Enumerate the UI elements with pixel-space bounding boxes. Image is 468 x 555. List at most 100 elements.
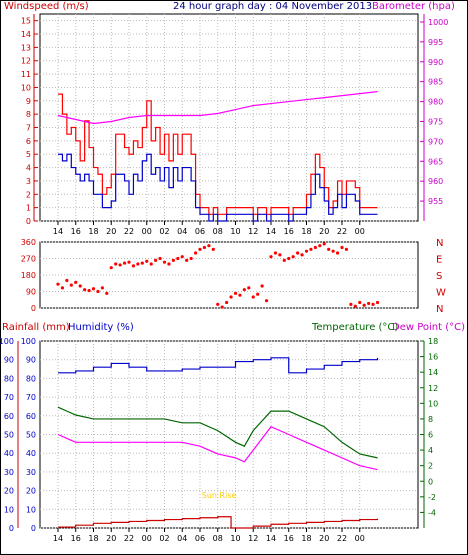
direction-point bbox=[344, 247, 349, 251]
direction-point bbox=[278, 253, 282, 257]
direction-point bbox=[96, 289, 100, 294]
barometer-tick-label: 995 bbox=[428, 38, 443, 47]
direction-point bbox=[282, 258, 286, 262]
wind-plot-area bbox=[39, 13, 419, 222]
temperature-tick-label: 4 bbox=[428, 446, 433, 455]
wind-tick-label: 8 bbox=[26, 110, 31, 119]
humidity-tick-label: 0 bbox=[31, 524, 36, 533]
x-tick-label: 08 bbox=[213, 227, 223, 236]
x-tick-label: 12 bbox=[248, 534, 258, 543]
x-tick-label: 10 bbox=[230, 534, 240, 543]
x-tick-label: 12 bbox=[248, 227, 258, 236]
rainfall-tick-label: 80 bbox=[4, 374, 14, 383]
x-tick-label: 08 bbox=[213, 534, 223, 543]
x-tick-label: 18 bbox=[88, 534, 98, 543]
direction-point bbox=[216, 302, 220, 306]
direction-point bbox=[162, 260, 167, 264]
x-tick-label: 18 bbox=[301, 534, 311, 543]
temperature-tick-label: 14 bbox=[428, 368, 438, 377]
x-tick-label: 06 bbox=[195, 534, 205, 543]
direction-point bbox=[331, 249, 335, 253]
x-tick-label: 00 bbox=[355, 534, 365, 543]
direction-point bbox=[189, 256, 193, 261]
direction-point bbox=[327, 247, 331, 251]
x-tick-label: 14 bbox=[266, 227, 276, 236]
x-tick-label: 22 bbox=[337, 534, 347, 543]
barometer-axis-title: Barometer (hpa) bbox=[372, 1, 455, 12]
wind-panel: 0123456789101112131415955960965970975980… bbox=[21, 13, 448, 236]
x-tick-label: 20 bbox=[106, 534, 116, 543]
direction-point bbox=[264, 299, 269, 303]
direction-point bbox=[358, 300, 362, 305]
rainfall-tick-label: 40 bbox=[4, 449, 14, 458]
temperature-tick-label: 0 bbox=[428, 477, 433, 486]
barometer-series bbox=[57, 91, 378, 125]
rainfall-tick-label: 100 bbox=[0, 337, 14, 346]
wind-tick-label: 7 bbox=[26, 124, 31, 133]
temperature-axis-title: Temperature (°C) bbox=[311, 322, 398, 333]
wind-tick-label: 5 bbox=[26, 150, 31, 159]
direction-point bbox=[100, 286, 104, 290]
humidity-tick-label: 90 bbox=[26, 356, 36, 365]
x-tick-label: 14 bbox=[266, 534, 276, 543]
barometer-tick-label: 960 bbox=[428, 177, 443, 186]
direction-panel: 0 N 90 W 180 S 270 E 360 N bbox=[21, 238, 446, 315]
direction-point bbox=[176, 256, 180, 261]
direction-point bbox=[291, 255, 295, 259]
x-tick-label: 14 bbox=[53, 227, 63, 236]
direction-point bbox=[251, 295, 255, 299]
wind-tick-label: 3 bbox=[26, 177, 31, 186]
direction-point bbox=[273, 251, 278, 255]
direction-point bbox=[83, 288, 87, 292]
direction-point bbox=[60, 286, 65, 290]
wind-tick-label: 14 bbox=[21, 30, 31, 39]
humidity-tick-label: 50 bbox=[26, 431, 36, 440]
rainfall-tick-label: 90 bbox=[4, 356, 14, 365]
x-tick-label: 04 bbox=[177, 227, 187, 236]
direction-point bbox=[118, 263, 122, 267]
humidity-series bbox=[58, 357, 379, 374]
direction-point bbox=[158, 256, 162, 261]
direction-point bbox=[238, 293, 242, 297]
wind-tick-label: 0 bbox=[26, 217, 31, 226]
rainfall-tick-label: 0 bbox=[9, 524, 14, 533]
direction-point bbox=[220, 305, 224, 309]
compass-label: E bbox=[436, 255, 442, 266]
x-tick-label: 02 bbox=[159, 534, 169, 543]
wind-tick-label: 2 bbox=[26, 190, 31, 199]
direction-point bbox=[140, 261, 144, 265]
direction-tick-label: 270 bbox=[21, 255, 36, 264]
direction-point bbox=[122, 261, 127, 265]
direction-point bbox=[114, 262, 118, 266]
humidity-axis-title: Humidity (%) bbox=[68, 322, 134, 333]
direction-point bbox=[198, 247, 202, 251]
x-tick-label: 04 bbox=[177, 534, 187, 543]
x-tick-label: 10 bbox=[230, 227, 240, 236]
direction-tick-label: 180 bbox=[21, 271, 36, 280]
compass-label: S bbox=[436, 271, 442, 282]
direction-point bbox=[367, 301, 371, 306]
temperature-tick-label: 16 bbox=[428, 353, 438, 362]
temperature-tick-label: 12 bbox=[428, 384, 438, 393]
direction-point bbox=[69, 283, 73, 287]
x-tick-label: 20 bbox=[319, 534, 329, 543]
humidity-tick-label: 30 bbox=[26, 468, 36, 477]
humidity-tick-label: 80 bbox=[26, 374, 36, 383]
direction-point bbox=[296, 251, 300, 255]
wind-tick-label: 15 bbox=[21, 17, 31, 26]
direction-point bbox=[149, 262, 153, 266]
direction-point bbox=[56, 282, 60, 286]
direction-point bbox=[313, 245, 317, 250]
direction-point bbox=[247, 286, 251, 290]
direction-point bbox=[207, 244, 211, 248]
compass-label: N bbox=[436, 304, 443, 315]
dewpoint-series bbox=[57, 425, 378, 471]
temperature-tick-label: 6 bbox=[428, 431, 433, 440]
x-tick-label: 02 bbox=[159, 227, 169, 236]
direction-point bbox=[260, 284, 264, 288]
humidity-tick-label: 10 bbox=[26, 505, 36, 514]
direction-point bbox=[136, 262, 140, 266]
wind-tick-label: 9 bbox=[26, 97, 31, 106]
